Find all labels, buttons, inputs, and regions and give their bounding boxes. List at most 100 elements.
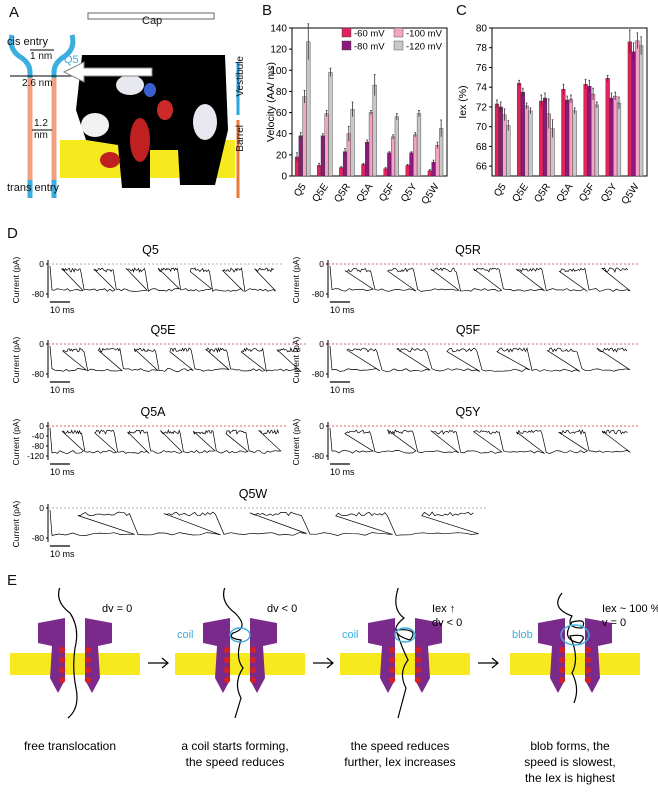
trace-tick-label: 0 <box>319 421 324 431</box>
mechanism-diagram: dv = 0 free translocation dv < 0 coil a coil… <box>10 588 658 785</box>
panel-label-a: A <box>9 4 20 21</box>
trace-title: Q5A <box>140 405 166 419</box>
bead <box>558 676 566 684</box>
current-trace <box>329 427 631 454</box>
trace-tick-label: 0 <box>39 339 44 349</box>
bead <box>388 656 396 664</box>
panel-label-b: B <box>262 2 273 19</box>
bar <box>572 110 577 177</box>
bead <box>414 676 422 684</box>
dimension-1-2: 1.2 <box>34 118 48 129</box>
step-top-label: dv < 0 <box>267 603 297 615</box>
trace-panel: Q5F Current (pA) 0 -80 10 ms <box>291 323 638 395</box>
trace-panel: Q5 Current (pA) 0 -80 10 ms <box>11 243 283 315</box>
current-trace <box>49 427 282 454</box>
trace-y-label: Current (pA) <box>11 418 21 465</box>
mechanism-step: dv = 0 free translocation <box>10 588 169 753</box>
y-tick-label: 68 <box>476 142 488 153</box>
bead <box>584 676 592 684</box>
y-tick-label: 0 <box>281 172 287 183</box>
bead <box>84 656 92 664</box>
bead <box>58 666 66 674</box>
trace-tick-label: -80 <box>312 369 325 379</box>
scale-bar-label: 10 ms <box>50 549 75 559</box>
step-tag: blob <box>512 629 533 641</box>
pore-left <box>38 618 65 693</box>
bar <box>409 152 414 177</box>
trace-title: Q5R <box>455 243 481 257</box>
bar <box>583 84 588 177</box>
panel-label-e: E <box>7 572 18 589</box>
bead <box>558 656 566 664</box>
trace-panel: Q5Y Current (pA) 0 -80 10 ms <box>291 405 638 477</box>
bar <box>524 105 529 177</box>
trace-tick-label: -40 <box>32 431 45 441</box>
y-axis-label: Velocity (AA/ ms) <box>265 62 277 142</box>
y-tick-label: 72 <box>476 102 488 113</box>
trace-panel: Q5A Current (pA) 0-40-80-120 10 ms <box>11 405 288 477</box>
y-tick-label: 78 <box>476 43 488 54</box>
pore-schematic <box>8 12 240 198</box>
panel-label-c: C <box>456 2 467 19</box>
y-tick-label: 60 <box>276 108 288 119</box>
bead <box>249 646 257 654</box>
bead <box>223 646 231 654</box>
bar <box>365 141 370 177</box>
bar <box>498 106 503 177</box>
trace-y-label: Current (pA) <box>291 256 301 303</box>
trace-title: Q5E <box>150 323 175 337</box>
bead <box>58 676 66 684</box>
step-top-label: Iex ~ 100 % <box>602 603 658 615</box>
bar <box>394 116 399 177</box>
legend-swatch <box>393 40 404 51</box>
bead <box>414 646 422 654</box>
bar <box>631 51 636 177</box>
x-tick-label: Q5W <box>420 181 442 206</box>
bar <box>413 134 418 177</box>
x-tick-label: Q5A <box>555 181 576 204</box>
current-trace <box>329 345 631 372</box>
bar <box>328 72 333 177</box>
bar <box>561 88 566 177</box>
dimension-1nm: 1 nm <box>30 51 53 62</box>
scale-bar-label: 10 ms <box>50 467 75 477</box>
cap-label: Cap <box>142 15 163 27</box>
x-tick-label: Q5R <box>532 182 553 205</box>
bar <box>528 110 533 177</box>
coil-highlight <box>560 624 590 646</box>
bead <box>249 676 257 684</box>
bead <box>223 666 231 674</box>
panel-label-d: D <box>7 225 18 242</box>
x-tick-label: Q5F <box>377 182 397 204</box>
bead <box>223 676 231 684</box>
legend-swatch <box>393 27 404 38</box>
bead <box>84 666 92 674</box>
bar <box>568 98 574 177</box>
trace-panel: Q5E Current (pA) 0 -80 10 ms <box>11 323 308 395</box>
current-trace <box>49 509 479 536</box>
trace-tick-label: 0 <box>39 421 44 431</box>
bar <box>609 97 614 177</box>
y-tick-label: 140 <box>270 24 287 35</box>
y-tick-label: 120 <box>270 45 287 56</box>
trace-tick-label: 0 <box>319 259 324 269</box>
bead <box>223 656 231 664</box>
legend-label: -80 mV <box>354 42 385 53</box>
bar <box>372 84 377 177</box>
iex-chart: 66 68 70 72 74 76 78 80 Iex (%) Q5 Q5E Q5R Q5A Q5F Q5Y… <box>457 24 648 207</box>
y-tick-label: 100 <box>270 66 287 77</box>
step-caption: the speed reduces <box>351 739 450 753</box>
step-caption-3: the Iex is highest <box>525 771 616 785</box>
bar <box>302 96 307 177</box>
x-tick-label: Q5W <box>620 181 642 206</box>
trace-tick-label: 0 <box>39 503 44 513</box>
dimension-nm: nm <box>34 130 48 141</box>
bead <box>58 646 66 654</box>
bar <box>387 152 392 177</box>
y-tick-label: 76 <box>476 63 488 74</box>
legend-swatch <box>341 40 352 51</box>
bead <box>388 676 396 684</box>
polypeptide-chain <box>223 588 244 719</box>
trace-title: Q5F <box>456 323 481 337</box>
bead <box>84 676 92 684</box>
